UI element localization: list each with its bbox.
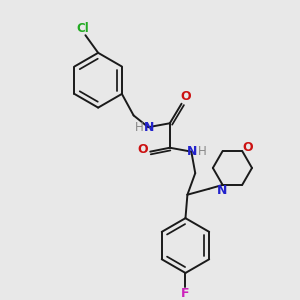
Text: H: H	[198, 145, 206, 158]
Text: O: O	[180, 90, 191, 104]
Text: F: F	[181, 287, 190, 300]
Text: H: H	[135, 121, 144, 134]
Text: O: O	[137, 143, 148, 156]
Text: N: N	[217, 184, 227, 197]
Text: O: O	[243, 141, 254, 154]
Text: Cl: Cl	[76, 22, 89, 35]
Text: N: N	[144, 121, 154, 134]
Text: N: N	[187, 145, 197, 158]
